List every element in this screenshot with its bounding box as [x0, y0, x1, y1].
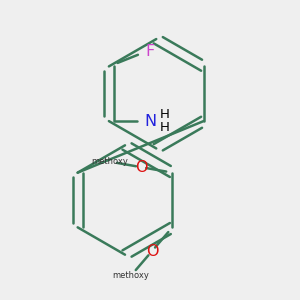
Text: N: N — [144, 114, 156, 129]
Text: methoxy: methoxy — [91, 157, 128, 166]
Text: H: H — [160, 122, 170, 134]
Text: methoxy: methoxy — [112, 272, 149, 280]
Text: O: O — [146, 244, 158, 259]
Text: H: H — [160, 108, 170, 121]
Text: F: F — [146, 44, 155, 59]
Text: O: O — [135, 160, 148, 175]
